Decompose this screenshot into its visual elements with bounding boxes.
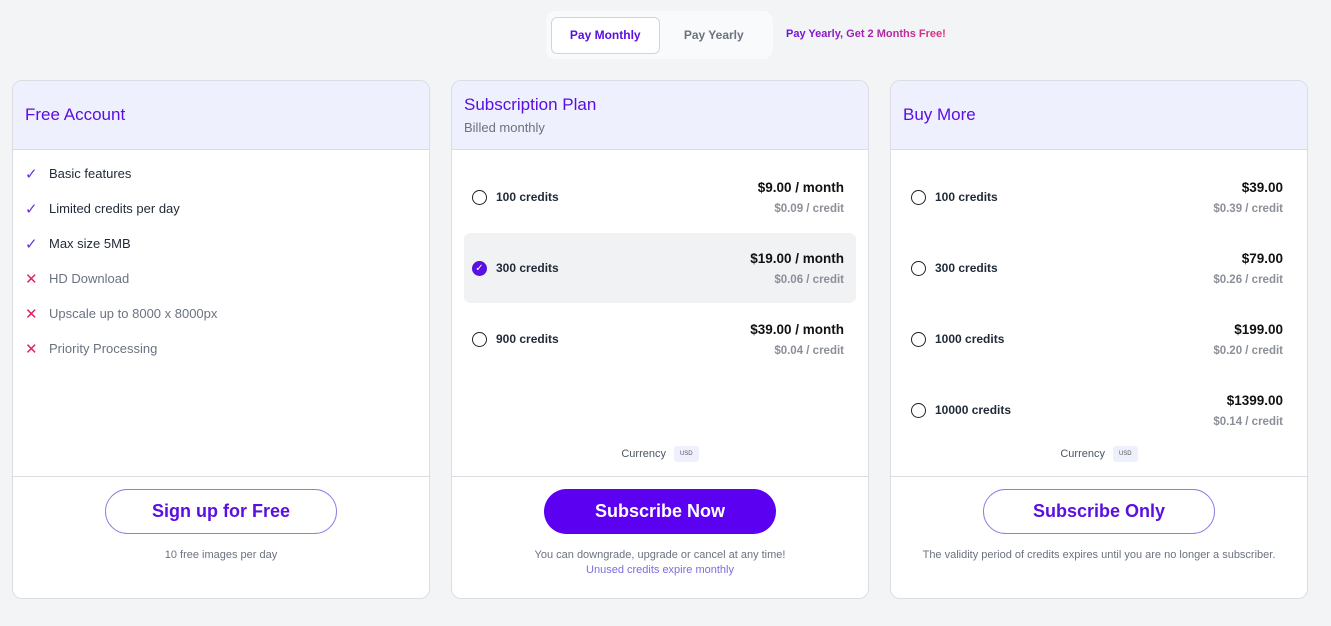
feature-item: ✓ Limited credits per day <box>13 191 429 226</box>
buy-more-card: Buy More 100 credits $39.00 $0.39 / credit… <box>890 80 1308 599</box>
subscription-note: You can downgrade, upgrade or cancel at … <box>534 549 786 561</box>
price-amount: $79.00 <box>1241 250 1283 266</box>
subscribe-only-button[interactable]: Subscribe Only <box>983 489 1215 534</box>
option-label: 300 credits <box>496 261 559 275</box>
pay-monthly-tab[interactable]: Pay Monthly <box>551 16 660 54</box>
buy-more-note: The validity period of credits expires u… <box>922 549 1276 561</box>
pay-yearly-tab[interactable]: Pay Yearly <box>683 28 744 42</box>
price-amount: $1399.00 <box>1226 392 1283 408</box>
credit-options: 100 credits $39.00 $0.39 / credit 300 credi… <box>891 150 1307 445</box>
currency-selector: Currency USD <box>452 446 868 462</box>
currency-selector: Currency USD <box>891 446 1307 462</box>
subscription-plan-card: Subscription Plan Billed monthly 100 cre… <box>451 80 869 599</box>
option-price: $19.00 / month $0.06 / credit <box>750 251 844 286</box>
feature-label: Max size 5MB <box>49 236 131 251</box>
plan-option-row[interactable]: 300 credits $79.00 $0.26 / credit <box>903 233 1295 303</box>
feature-item: ✓ Basic features <box>13 156 429 191</box>
feature-item: ✕ Priority Processing <box>13 331 429 366</box>
price-per-credit: $0.39 / credit <box>1213 202 1283 215</box>
check-icon: ✓ <box>25 200 38 218</box>
currency-badge[interactable]: USD <box>673 446 699 462</box>
plan-options: 100 credits $9.00 / month $0.09 / credit ✓ 3… <box>452 150 868 374</box>
card-title: Free Account <box>25 105 126 124</box>
feature-item: ✓ Max size 5MB <box>13 226 429 261</box>
radio-button[interactable] <box>472 189 487 205</box>
price-amount: $19.00 / month <box>750 250 844 266</box>
feature-label: Upscale up to 8000 x 8000px <box>49 306 218 321</box>
price-per-credit: $0.04 / credit <box>774 344 844 357</box>
price-amount: $199.00 <box>1234 321 1283 337</box>
check-icon: ✓ <box>25 165 38 183</box>
price-per-credit: $0.26 / credit <box>1213 273 1283 286</box>
card-header: Subscription Plan Billed monthly <box>452 81 868 150</box>
currency-label: Currency <box>621 448 666 460</box>
feature-label: Limited credits per day <box>49 201 180 216</box>
option-price: $39.00 $0.39 / credit <box>1213 180 1283 215</box>
feature-list: ✓ Basic features ✓ Limited credits per day ✓… <box>13 150 429 477</box>
plan-option-row[interactable]: 900 credits $39.00 / month $0.04 / credit <box>464 304 856 374</box>
option-price: $199.00 $0.20 / credit <box>1213 322 1283 357</box>
card-title: Buy More <box>903 105 976 124</box>
price-per-credit: $0.20 / credit <box>1213 344 1283 357</box>
option-label: 100 credits <box>496 190 559 204</box>
sign-up-free-button[interactable]: Sign up for Free <box>105 489 337 534</box>
currency-badge[interactable]: USD <box>1112 446 1138 462</box>
x-icon: ✕ <box>25 340 38 358</box>
subscribe-now-button[interactable]: Subscribe Now <box>544 489 776 534</box>
credits-expire-link[interactable]: Unused credits expire monthly <box>586 564 734 576</box>
option-label: 100 credits <box>935 190 998 204</box>
price-amount: $39.00 / month <box>750 321 844 337</box>
option-label: 300 credits <box>935 261 998 275</box>
plan-option-row[interactable]: 100 credits $39.00 $0.39 / credit <box>903 162 1295 232</box>
option-label: 900 credits <box>496 332 559 346</box>
radio-checked-icon[interactable]: ✓ <box>472 260 487 276</box>
option-label: 1000 credits <box>935 332 1005 346</box>
radio-button[interactable] <box>911 331 926 347</box>
card-subtitle: Billed monthly <box>464 120 545 135</box>
feature-label: Basic features <box>49 166 132 181</box>
free-account-card: Free Account ✓ Basic features ✓ Limited cre… <box>12 80 430 599</box>
radio-button[interactable] <box>911 189 926 205</box>
option-price: $79.00 $0.26 / credit <box>1213 251 1283 286</box>
plan-option-row[interactable]: 10000 credits $1399.00 $0.14 / credit <box>903 375 1295 445</box>
check-icon: ✓ <box>25 235 38 253</box>
radio-button[interactable] <box>911 260 926 276</box>
radio-button[interactable] <box>911 402 926 418</box>
x-icon: ✕ <box>25 270 38 288</box>
option-price: $39.00 / month $0.04 / credit <box>750 322 844 357</box>
feature-label: Priority Processing <box>49 341 158 356</box>
feature-label: HD Download <box>49 271 130 286</box>
free-note: 10 free images per day <box>164 549 278 561</box>
plan-option-row[interactable]: 1000 credits $199.00 $0.20 / credit <box>903 304 1295 374</box>
option-price: $1399.00 $0.14 / credit <box>1213 393 1283 428</box>
card-header: Buy More <box>891 81 1307 150</box>
option-label: 10000 credits <box>935 403 1012 417</box>
billing-toggle: Pay Monthly Pay Yearly <box>546 11 773 59</box>
price-per-credit: $0.14 / credit <box>1213 415 1283 428</box>
yearly-promo-text: Pay Yearly, Get 2 Months Free! <box>786 28 946 40</box>
radio-button[interactable] <box>472 331 487 347</box>
plan-option-row[interactable]: 100 credits $9.00 / month $0.09 / credit <box>464 162 856 232</box>
price-amount: $39.00 <box>1241 179 1283 195</box>
price-amount: $9.00 / month <box>757 179 844 195</box>
option-price: $9.00 / month $0.09 / credit <box>758 180 844 215</box>
currency-label: Currency <box>1060 448 1105 460</box>
x-icon: ✕ <box>25 305 38 323</box>
feature-item: ✕ Upscale up to 8000 x 8000px <box>13 296 429 331</box>
price-per-credit: $0.09 / credit <box>774 202 844 215</box>
card-title: Subscription Plan <box>464 95 597 114</box>
card-header: Free Account <box>13 81 429 150</box>
price-per-credit: $0.06 / credit <box>774 273 844 286</box>
plan-option-row[interactable]: ✓ 300 credits $19.00 / month $0.06 / credit <box>464 233 856 303</box>
feature-item: ✕ HD Download <box>13 261 429 296</box>
